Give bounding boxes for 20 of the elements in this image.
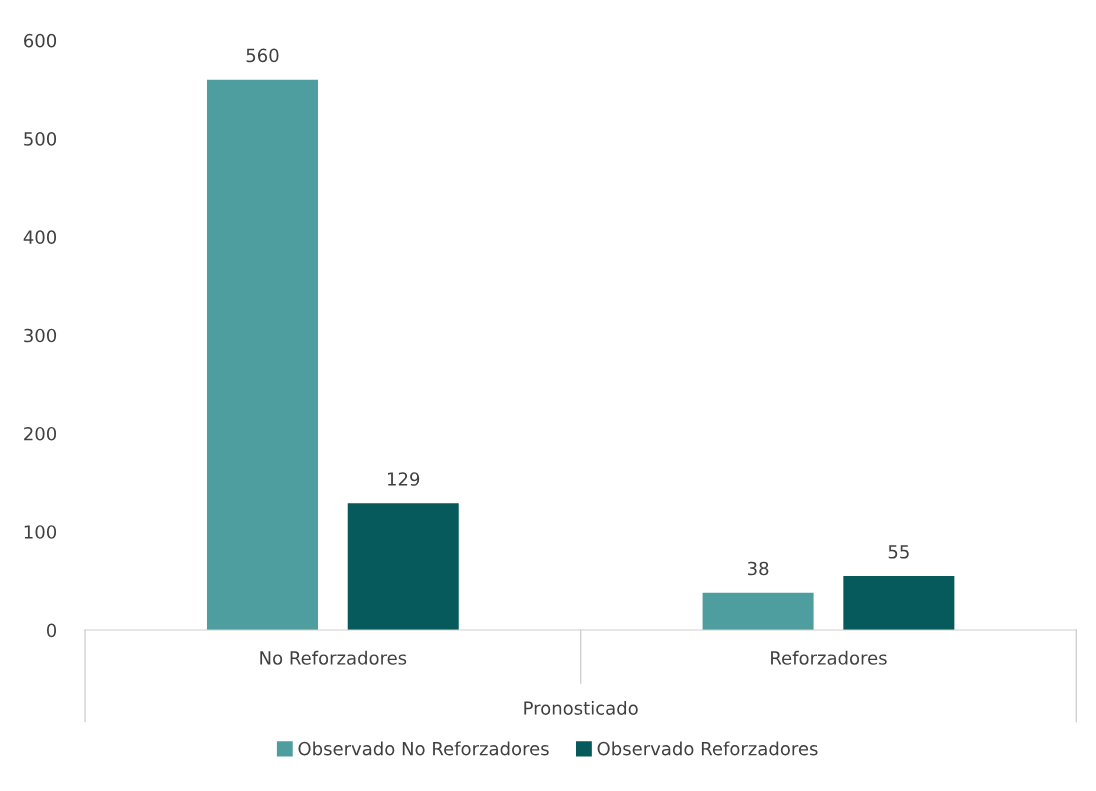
y-tick-label: 400 <box>23 230 57 245</box>
bar <box>206 79 318 631</box>
x-tick-label: No Reforzadores <box>260 650 407 665</box>
data-label: 129 <box>387 472 420 486</box>
legend-label: Observado Reforzadores <box>597 741 818 756</box>
data-label: 55 <box>888 545 909 559</box>
y-tick-label: 200 <box>24 426 57 441</box>
legend-label: Observado No Reforzadores <box>298 741 549 756</box>
data-label: 560 <box>246 48 279 63</box>
y-tick-label: 100 <box>24 525 57 539</box>
data-label: 38 <box>747 561 769 576</box>
bar <box>702 592 814 631</box>
x-axis-title: Pronosticado <box>524 700 638 715</box>
y-tick-label: 0 <box>46 623 57 638</box>
bar <box>843 575 955 631</box>
bar <box>347 503 459 631</box>
y-tick-label: 300 <box>24 328 57 343</box>
x-tick-label: Reforzadores <box>771 650 887 665</box>
y-tick-label: 600 <box>24 33 57 48</box>
y-tick-label: 500 <box>24 132 57 146</box>
